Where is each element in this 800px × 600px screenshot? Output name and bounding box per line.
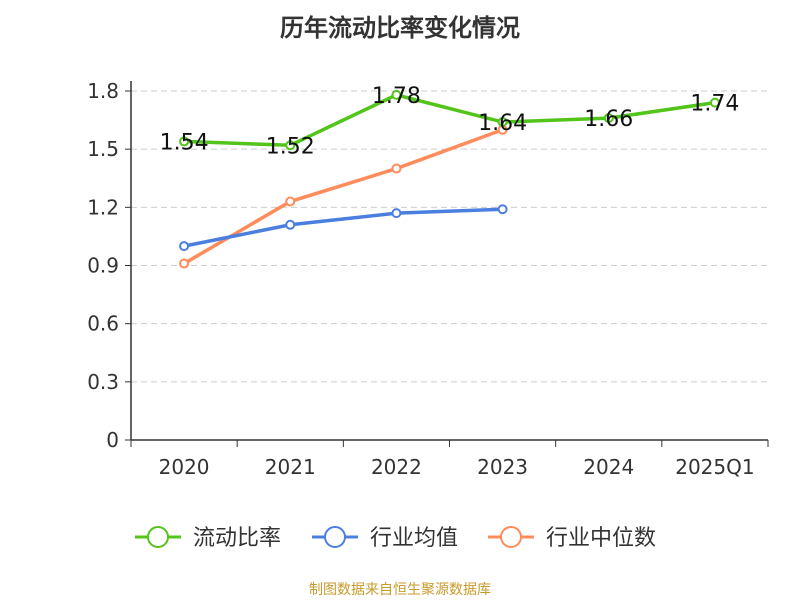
y-tick-label: 1.5 (87, 137, 119, 161)
data-point (285, 140, 296, 151)
legend-label: 行业中位数 (546, 526, 656, 551)
data-label: 1.64 (478, 111, 527, 136)
x-tick-label: 2020 (159, 455, 210, 479)
legend-marker (500, 526, 522, 548)
data-point (285, 196, 296, 207)
x-tick-label: 2023 (477, 455, 528, 479)
legend-marker (147, 526, 169, 548)
legend-label: 行业均值 (370, 526, 458, 551)
series-line (183, 207, 503, 248)
data-point (179, 136, 190, 147)
y-tick-label: 1.8 (87, 79, 119, 103)
data-point (391, 208, 402, 219)
data-label: 1.54 (160, 130, 209, 155)
data-point (709, 97, 720, 108)
data-label: 1.74 (690, 92, 739, 117)
data-point (391, 89, 402, 100)
x-tick-label: 2022 (371, 455, 422, 479)
series-line (184, 93, 716, 148)
y-tick-label: 0.6 (87, 312, 119, 336)
data-point (179, 258, 190, 269)
y-tick-label: 0.3 (87, 370, 119, 394)
source-note: 制图数据来自恒生聚源数据库 (309, 582, 491, 598)
x-tick-label: 2025Q1 (675, 455, 754, 479)
data-label: 1.78 (372, 84, 421, 109)
data-point (497, 204, 508, 215)
legend-marker (324, 526, 346, 548)
data-point (179, 241, 190, 252)
data-label: 1.52 (266, 134, 315, 159)
y-tick-label: 0.9 (87, 254, 119, 278)
series-line (183, 128, 504, 266)
y-tick-label: 0 (106, 428, 119, 452)
chart-title: 历年流动比率变化情况 (280, 14, 520, 42)
data-point (391, 163, 402, 174)
data-label: 1.66 (584, 107, 633, 132)
data-point (285, 219, 296, 230)
x-tick-label: 2024 (583, 455, 634, 479)
data-point (497, 117, 508, 128)
y-tick-label: 1.2 (87, 195, 119, 219)
x-tick-label: 2021 (265, 455, 316, 479)
legend-label: 流动比率 (193, 526, 281, 551)
data-point (603, 113, 614, 124)
